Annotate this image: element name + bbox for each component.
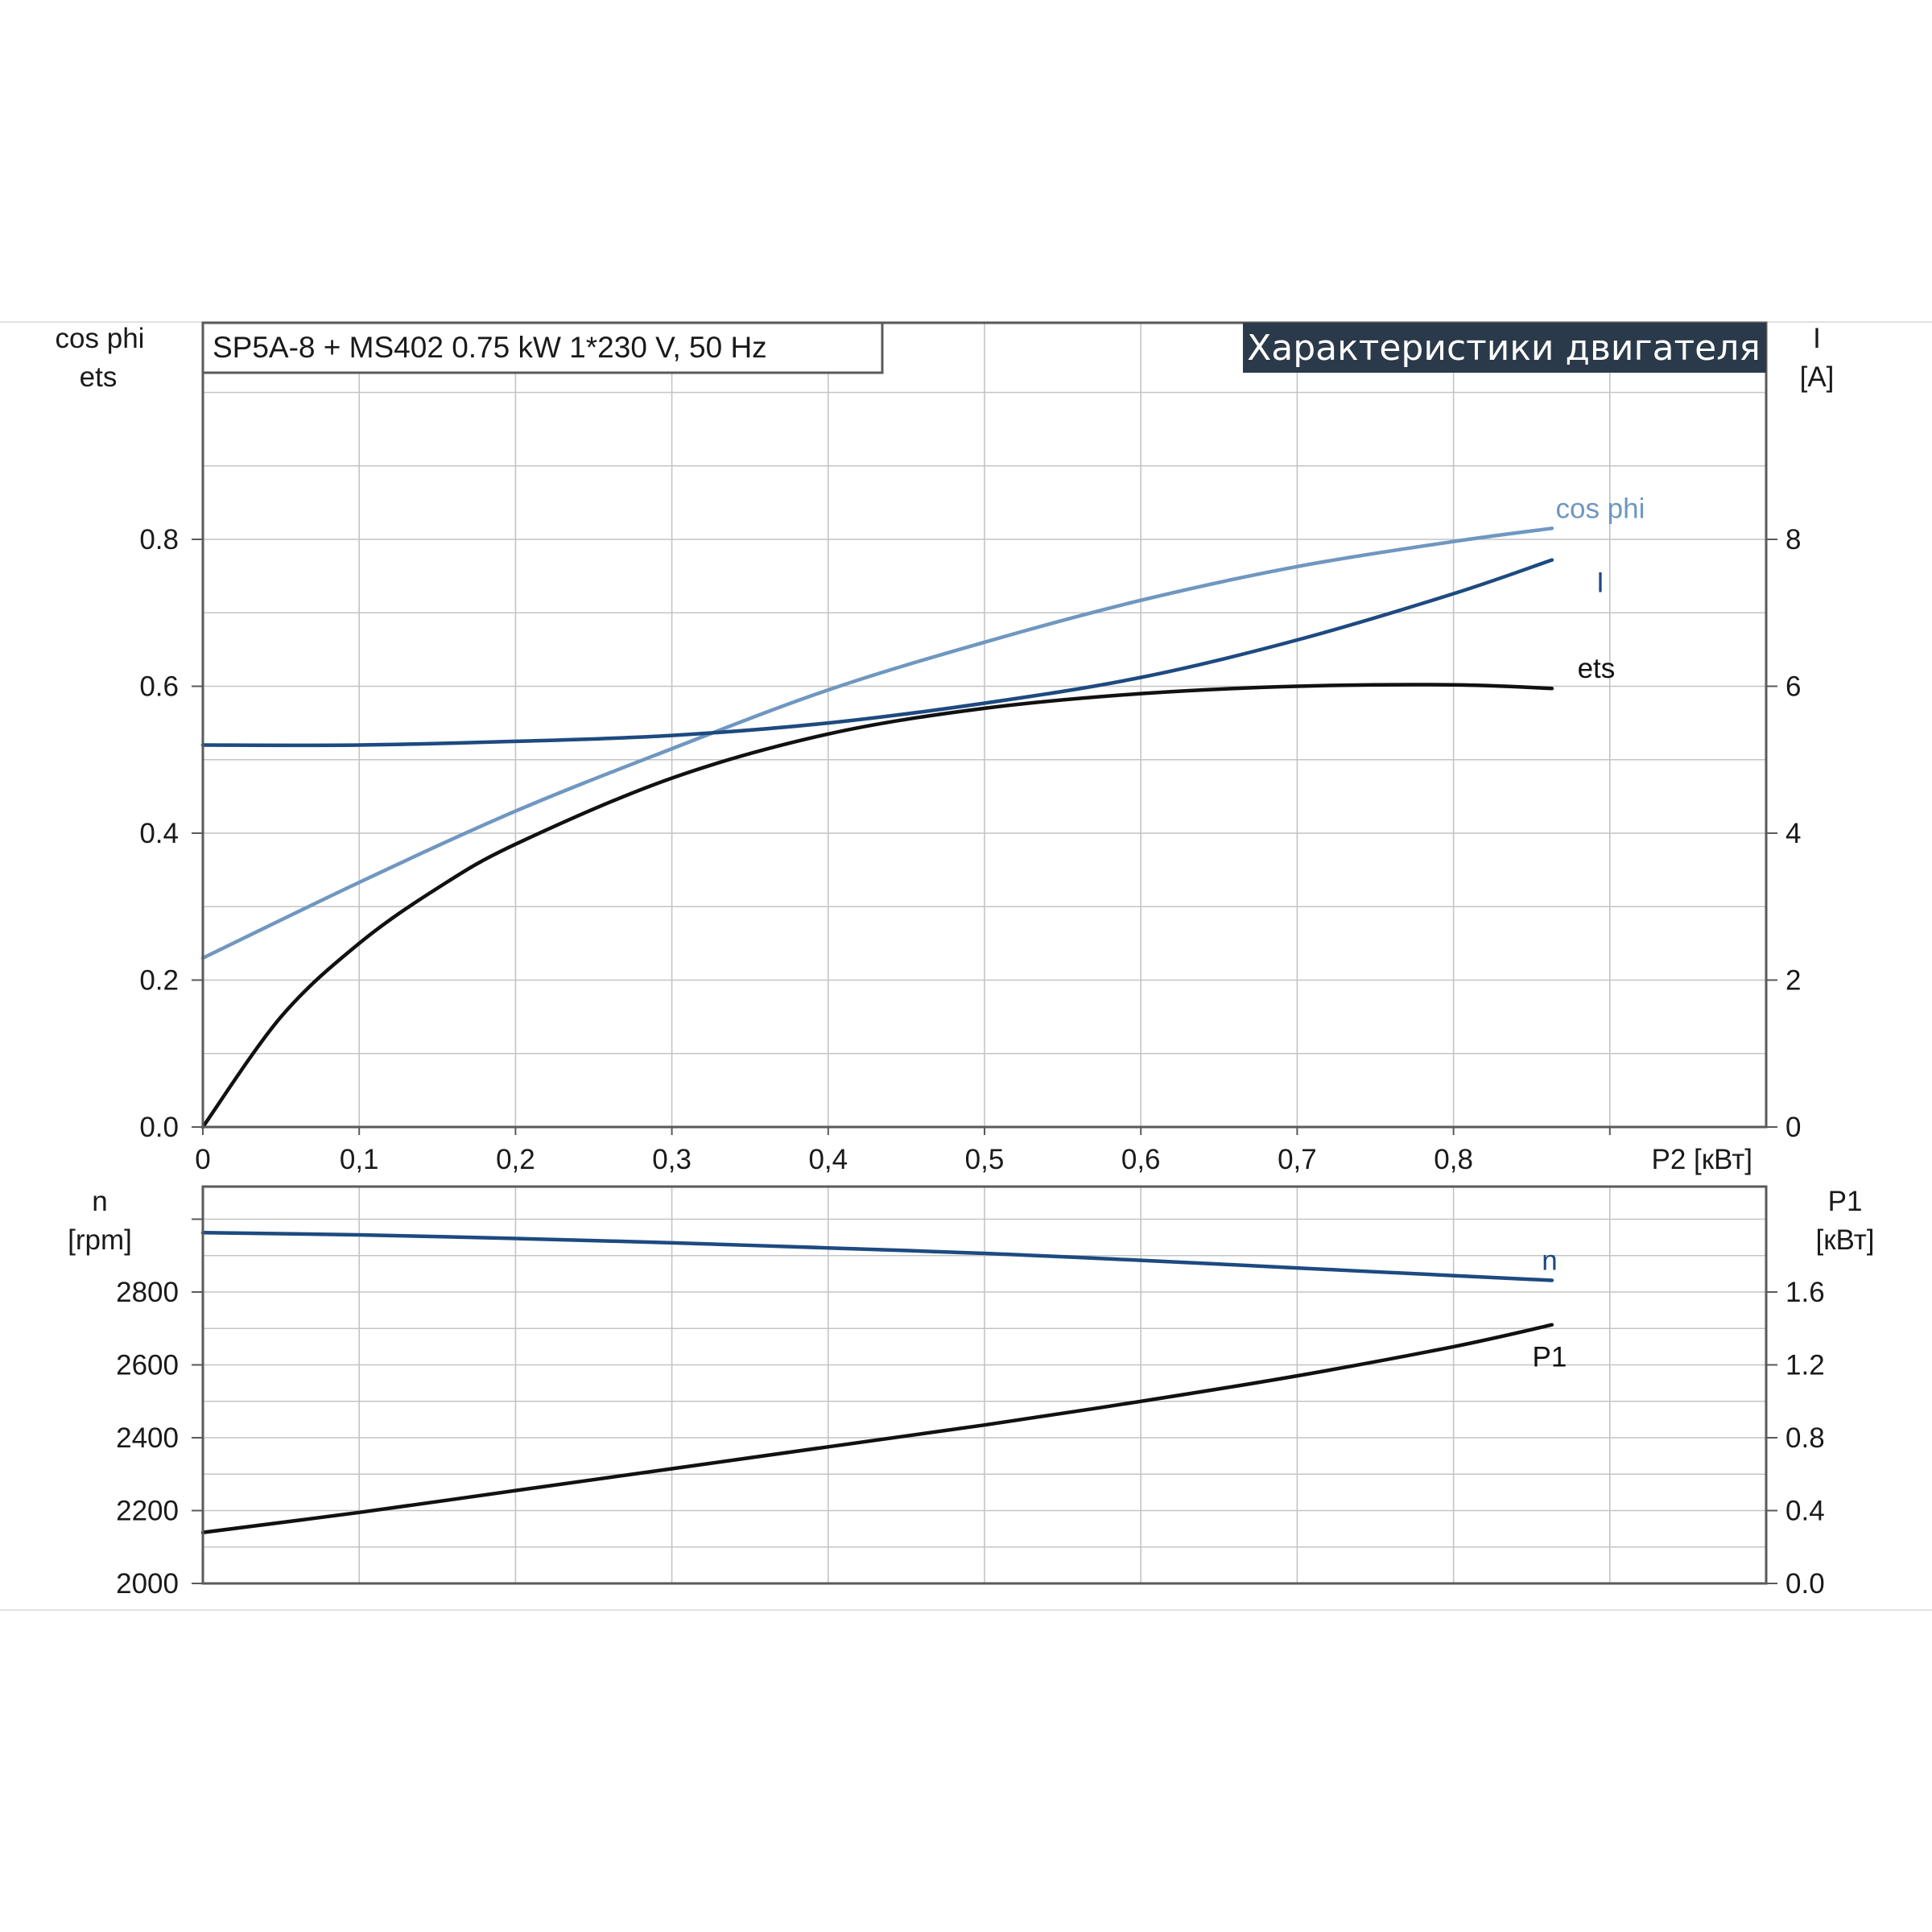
lower-right-y-tick-label: 0.0 [1785, 1568, 1825, 1600]
chart-header: Характеристики двигателя SP5A-8 + MS402 … [201, 321, 1766, 374]
x-tick-label: 0,3 [652, 1144, 691, 1175]
left-y-tick-label: 0.8 [139, 524, 179, 555]
x-tick-label: 0,8 [1434, 1144, 1473, 1175]
chart-title: SP5A-8 + MS402 0.75 kW 1*230 V, 50 Hz [213, 331, 767, 364]
x-tick-label: 0,5 [965, 1144, 1005, 1175]
upper-plot-grid [203, 323, 1766, 1127]
left-axis-title-line1: cos phi [56, 323, 145, 354]
series-label-ets: ets [1578, 653, 1616, 684]
lower-right-y-tick-label: 1.6 [1785, 1277, 1825, 1308]
series-label-i: I [1596, 568, 1604, 599]
left-axis-title-line2: ets [80, 361, 118, 393]
series-label-p1: P1 [1533, 1342, 1567, 1373]
right-axis-title-line1: I [1813, 323, 1821, 354]
x-tick-label: 0,2 [496, 1144, 535, 1175]
lower-left-y-tick-label: 2800 [116, 1277, 179, 1308]
left-y-tick-label: 0.0 [139, 1112, 179, 1143]
left-y-tick-label: 0.4 [139, 818, 179, 849]
x-tick-label: 0,6 [1121, 1144, 1161, 1175]
right-axis-title-line2: [A] [1800, 361, 1835, 393]
lower-plot-frame [201, 1185, 1768, 1585]
right-y-tick-label: 8 [1785, 524, 1801, 555]
lower-left-axis-title-line1: n [92, 1186, 107, 1217]
header-text: Характеристики двигателя [1247, 328, 1761, 369]
lower-right-axis-title-line2: [кВт] [1816, 1224, 1875, 1256]
series-line-p1 [200, 1323, 1554, 1534]
left-y-tick-label: 0.2 [139, 965, 179, 997]
title-box [201, 321, 884, 374]
series-line-ets [200, 683, 1554, 1129]
x-tick-label: 0 [195, 1144, 210, 1175]
header-background [1243, 323, 1766, 373]
lower-left-y-tick-label: 2400 [116, 1422, 179, 1454]
upper-plot-series [200, 526, 1554, 1129]
x-tick-label: 0,7 [1278, 1144, 1317, 1175]
series-label-cos-phi: cos phi [1555, 493, 1645, 524]
lower-left-axis-title-line2: [rpm] [68, 1224, 132, 1256]
lower-right-axis-title-line1: P1 [1828, 1186, 1863, 1217]
lower-right-y-tick-label: 1.2 [1785, 1350, 1825, 1381]
x-axis-title: P2 [кВт] [1651, 1144, 1752, 1175]
series-line-cos-phi [200, 526, 1554, 960]
left-y-tick-label: 0.6 [139, 671, 179, 703]
right-y-tick-label: 2 [1785, 965, 1801, 997]
lower-plot-grid [203, 1187, 1766, 1583]
lower-right-y-tick-label: 0.8 [1785, 1422, 1825, 1454]
right-y-tick-label: 0 [1785, 1112, 1801, 1143]
series-line-i [200, 558, 1554, 748]
lower-left-y-tick-label: 2000 [116, 1568, 179, 1600]
lower-right-y-tick-label: 0.4 [1785, 1496, 1825, 1527]
lower-plot-series [200, 1230, 1554, 1534]
chart-labels: 0 0,1 0,2 0,3 0,4 0,5 0,6 0,7 0,8 P2 [кВт] 0.0 0.2 0… [56, 323, 1875, 1600]
lower-left-y-tick-label: 2600 [116, 1350, 179, 1381]
series-label-n: n [1542, 1245, 1557, 1277]
x-tick-label: 0,1 [340, 1144, 379, 1175]
right-y-tick-label: 4 [1785, 818, 1801, 849]
lower-left-y-tick-label: 2200 [116, 1496, 179, 1527]
series-line-n [200, 1230, 1554, 1282]
right-y-tick-label: 6 [1785, 671, 1801, 703]
plot-frames [192, 321, 1777, 1585]
x-tick-label: 0,4 [808, 1144, 848, 1175]
